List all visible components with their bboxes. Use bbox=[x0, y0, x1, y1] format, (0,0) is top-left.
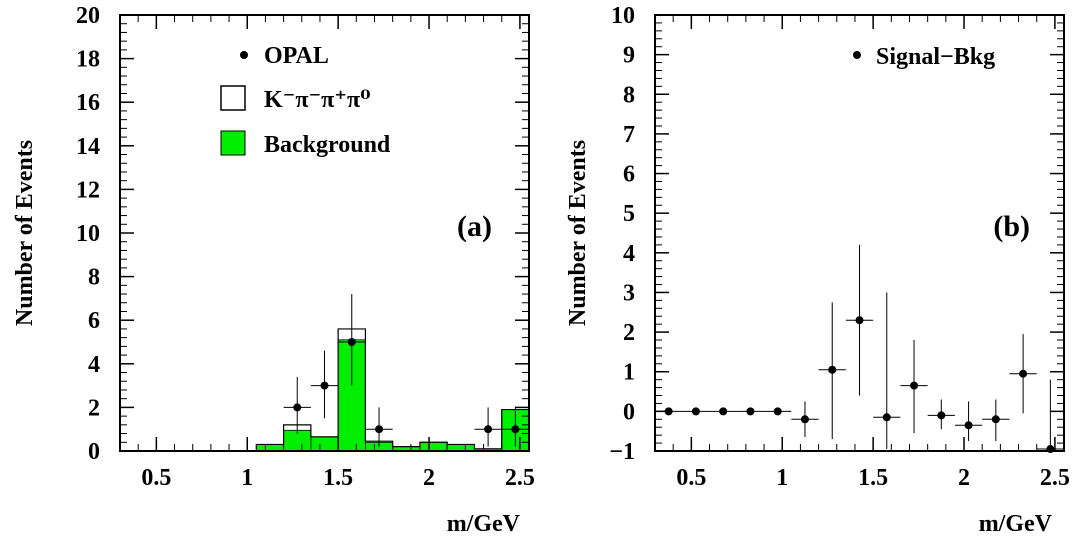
a-x-tick-label: 2.5 bbox=[505, 465, 535, 491]
a-y-tick-label: 0 bbox=[88, 439, 100, 465]
a-x-tick-label: 1.5 bbox=[323, 465, 353, 491]
b-y-tick-label: 0 bbox=[623, 399, 635, 425]
b-y-tick-label: 10 bbox=[611, 3, 635, 29]
a-legend-open-box bbox=[220, 85, 246, 111]
data-point bbox=[1019, 369, 1028, 378]
b-x-axis-title: m/GeV bbox=[979, 511, 1053, 537]
a-data-points bbox=[283, 294, 529, 447]
data-point bbox=[910, 381, 919, 390]
data-point bbox=[773, 407, 782, 416]
a-x-tick-label: 0.5 bbox=[141, 465, 171, 491]
a-y-tick-label: 14 bbox=[76, 134, 100, 160]
data-point bbox=[991, 415, 1000, 424]
a-legend: OPAL K⁻π⁻π⁺π⁰ Background bbox=[220, 43, 391, 158]
a-legend-point-marker bbox=[240, 51, 248, 59]
b-x-tick-label: 1.5 bbox=[858, 465, 888, 491]
data-point bbox=[964, 421, 973, 430]
a-y-axis-title: Number of Events bbox=[12, 140, 38, 326]
a-panel-label: (a) bbox=[457, 210, 492, 243]
data-point bbox=[937, 411, 946, 420]
data-point bbox=[828, 365, 837, 374]
a-x-tick-label: 1 bbox=[241, 465, 253, 491]
b-x-tick-label: 0.5 bbox=[676, 465, 706, 491]
b-y-tick-label: 9 bbox=[623, 43, 635, 69]
panel-a: 0.5 1 1.5 2 2.5 0 2 4 6 8 10 12 14 16 18 20 Number of E… bbox=[12, 3, 535, 537]
a-y-tick-label: 2 bbox=[88, 395, 100, 421]
a-axis-ticks bbox=[119, 14, 529, 452]
background-bar bbox=[310, 436, 339, 452]
a-y-tick-label: 12 bbox=[76, 177, 100, 203]
a-legend-filled-box bbox=[220, 130, 246, 156]
b-y-tick-label: 1 bbox=[623, 360, 635, 386]
b-y-tick-label: 3 bbox=[623, 280, 635, 306]
data-point bbox=[320, 381, 329, 390]
data-point bbox=[293, 403, 302, 412]
a-legend-label-background: Background bbox=[264, 132, 391, 158]
b-x-tick-label: 1 bbox=[776, 465, 788, 491]
data-point bbox=[511, 425, 520, 434]
a-legend-label-signal: K⁻π⁻π⁺π⁰ bbox=[264, 87, 371, 113]
b-y-tick-label: 7 bbox=[623, 122, 635, 148]
data-point bbox=[347, 338, 356, 346]
data-point bbox=[855, 316, 864, 325]
b-y-tick-label: 6 bbox=[623, 162, 635, 188]
a-y-tick-label: 4 bbox=[88, 352, 100, 378]
b-y-tick-label: 8 bbox=[623, 82, 635, 108]
b-legend-label-signal-bkg: Signal−Bkg bbox=[876, 44, 995, 70]
a-legend-label-opal: OPAL bbox=[264, 43, 329, 69]
data-point bbox=[484, 425, 493, 434]
a-tick-labels: 0.5 1 1.5 2 2.5 0 2 4 6 8 10 12 14 16 18 20 bbox=[76, 3, 535, 491]
a-x-tick-label: 2 bbox=[423, 465, 435, 491]
b-y-tick-label: 2 bbox=[623, 320, 635, 346]
data-point bbox=[375, 425, 384, 434]
b-y-axis-title: Number of Events bbox=[565, 140, 591, 326]
b-panel-label: (b) bbox=[993, 210, 1030, 243]
data-point bbox=[882, 413, 891, 422]
panel-b: 0.5 1 1.5 2 2.5 −1 0 1 2 3 4 5 6 7 8 9 10 Number of Even… bbox=[565, 3, 1070, 537]
b-tick-labels: 0.5 1 1.5 2 2.5 −1 0 1 2 3 4 5 6 7 8 9 10 bbox=[609, 3, 1070, 491]
b-y-tick-label: −1 bbox=[609, 439, 635, 465]
a-y-tick-label: 10 bbox=[76, 221, 100, 247]
data-point bbox=[800, 415, 809, 424]
b-x-tick-label: 2.5 bbox=[1040, 465, 1070, 491]
b-legend: Signal−Bkg bbox=[853, 44, 995, 70]
data-point bbox=[691, 407, 700, 416]
b-axis-ticks bbox=[654, 14, 1064, 452]
a-y-tick-label: 6 bbox=[88, 308, 100, 334]
b-x-tick-label: 2 bbox=[958, 465, 970, 491]
data-point bbox=[746, 407, 755, 416]
b-y-tick-label: 5 bbox=[623, 201, 635, 227]
a-x-axis-title: m/GeV bbox=[447, 511, 521, 537]
data-point bbox=[719, 407, 728, 416]
background-bar bbox=[419, 441, 448, 452]
a-y-tick-label: 20 bbox=[76, 3, 100, 29]
b-legend-point-marker bbox=[853, 51, 861, 59]
b-data-points bbox=[655, 244, 1064, 454]
b-y-tick-label: 4 bbox=[623, 241, 635, 267]
b-plot-frame bbox=[654, 14, 1065, 452]
a-y-tick-label: 16 bbox=[76, 90, 100, 116]
a-y-tick-label: 18 bbox=[76, 47, 100, 73]
a-y-tick-label: 8 bbox=[88, 265, 100, 291]
